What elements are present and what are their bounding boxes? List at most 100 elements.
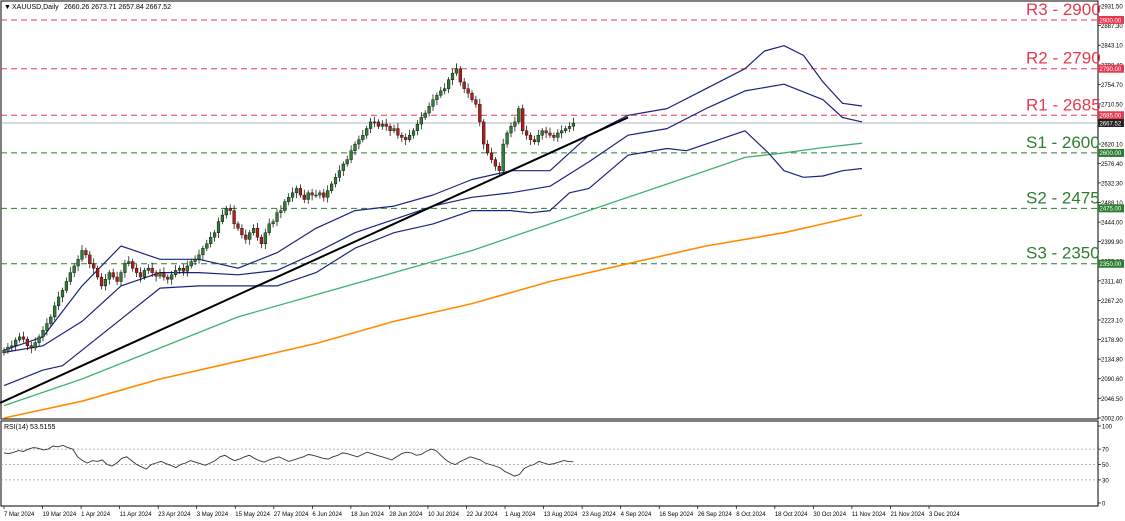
candle bbox=[330, 181, 334, 194]
rsi-tick-label: 0 bbox=[1102, 502, 1106, 508]
candle-body bbox=[513, 121, 517, 127]
candle-body bbox=[489, 152, 494, 160]
candle bbox=[84, 247, 88, 259]
candle-body bbox=[224, 208, 228, 216]
level-lines bbox=[1, 19, 1098, 265]
candle bbox=[517, 105, 521, 125]
candle-body bbox=[392, 128, 396, 131]
candle-body bbox=[279, 210, 283, 213]
candle-body bbox=[474, 99, 478, 105]
candle-body bbox=[173, 270, 178, 276]
y-tick-label: 2223.10 bbox=[1101, 318, 1123, 324]
candle-body bbox=[123, 263, 127, 273]
candle-body bbox=[376, 121, 380, 127]
rsi-series bbox=[1, 444, 1098, 481]
x-tick-label: 23 Apr 2024 bbox=[158, 512, 191, 518]
candle bbox=[489, 147, 494, 164]
candle-body bbox=[310, 192, 314, 196]
bollinger-upper bbox=[3, 45, 863, 351]
x-tick-label: 1 Aug 2024 bbox=[505, 512, 536, 518]
candle-body bbox=[255, 228, 260, 238]
candle-body bbox=[427, 106, 431, 114]
candle-body bbox=[251, 228, 256, 233]
candle-body bbox=[177, 267, 182, 271]
candle-body bbox=[486, 143, 490, 154]
candle bbox=[333, 173, 338, 188]
candle bbox=[369, 117, 373, 133]
candle bbox=[95, 265, 100, 280]
candle bbox=[158, 268, 162, 279]
candle-body bbox=[205, 243, 209, 249]
candle bbox=[435, 92, 439, 106]
candle bbox=[6, 343, 10, 354]
candle bbox=[33, 337, 37, 351]
rsi-tick-label: 50 bbox=[1102, 463, 1109, 469]
candle-body bbox=[134, 267, 139, 273]
candle bbox=[454, 63, 458, 76]
candle-body bbox=[345, 159, 349, 165]
candle-body bbox=[372, 121, 377, 124]
candle bbox=[552, 132, 556, 141]
level-tag-bg bbox=[1098, 259, 1124, 268]
candle-body bbox=[259, 236, 263, 245]
candle bbox=[107, 269, 111, 285]
x-tick-label: 19 Mar 2024 bbox=[43, 512, 77, 518]
y-tick-label: 2311.40 bbox=[1101, 279, 1123, 285]
candle-body bbox=[415, 123, 419, 131]
candle bbox=[103, 273, 107, 291]
y-tick-label: 2576.40 bbox=[1101, 162, 1123, 168]
candle-body bbox=[263, 232, 267, 245]
dropdown-arrow-icon[interactable]: ▼ bbox=[4, 4, 11, 11]
candle-body bbox=[10, 345, 14, 348]
candle-body bbox=[41, 330, 45, 338]
candle-body bbox=[361, 135, 365, 140]
candle bbox=[423, 110, 427, 121]
y-tick-label: 2002.00 bbox=[1101, 417, 1123, 423]
candle bbox=[447, 77, 451, 94]
x-tick-label: 11 Nov 2024 bbox=[852, 512, 886, 518]
y-tick-label: 2178.90 bbox=[1101, 338, 1123, 344]
candle bbox=[119, 269, 123, 286]
candle bbox=[431, 94, 435, 111]
candle-body bbox=[380, 123, 384, 127]
x-tick-label: 3 Dec 2024 bbox=[929, 512, 960, 518]
candle bbox=[365, 125, 369, 139]
candle bbox=[419, 112, 423, 130]
y-tick-label: 2046.50 bbox=[1101, 397, 1123, 403]
candle bbox=[57, 291, 61, 311]
y-tick-label: 2090.60 bbox=[1101, 377, 1123, 383]
candle bbox=[287, 193, 291, 206]
level-label: S1 - 2600 bbox=[1026, 133, 1100, 152]
candle bbox=[189, 258, 193, 269]
candles bbox=[2, 63, 575, 356]
y-tick-label: 2134.80 bbox=[1101, 358, 1123, 364]
candle-body bbox=[248, 232, 252, 240]
candle-body bbox=[314, 194, 318, 197]
candle-body bbox=[408, 135, 412, 140]
candle-body bbox=[6, 346, 10, 351]
candle-body bbox=[353, 143, 357, 151]
level-tag-bg bbox=[1098, 148, 1124, 157]
candle bbox=[88, 250, 92, 269]
candle-body bbox=[497, 166, 501, 171]
candle bbox=[388, 123, 392, 137]
candle-body bbox=[154, 272, 158, 277]
candle bbox=[544, 126, 548, 139]
candle-body bbox=[571, 122, 575, 127]
candle bbox=[181, 264, 185, 276]
candle-body bbox=[80, 250, 84, 260]
candle bbox=[556, 129, 560, 142]
candle-body bbox=[37, 336, 41, 343]
candle bbox=[372, 116, 377, 128]
candle bbox=[115, 271, 119, 286]
candle bbox=[53, 301, 57, 321]
candle bbox=[310, 188, 314, 201]
candle-body bbox=[333, 177, 338, 185]
x-tick-label: 18 Jun 2024 bbox=[351, 512, 385, 518]
level-tag-bg bbox=[1098, 15, 1124, 24]
candle bbox=[166, 274, 170, 284]
candle-body bbox=[431, 99, 435, 107]
candle-body bbox=[388, 126, 392, 131]
candle bbox=[2, 347, 6, 356]
candle bbox=[64, 277, 68, 294]
